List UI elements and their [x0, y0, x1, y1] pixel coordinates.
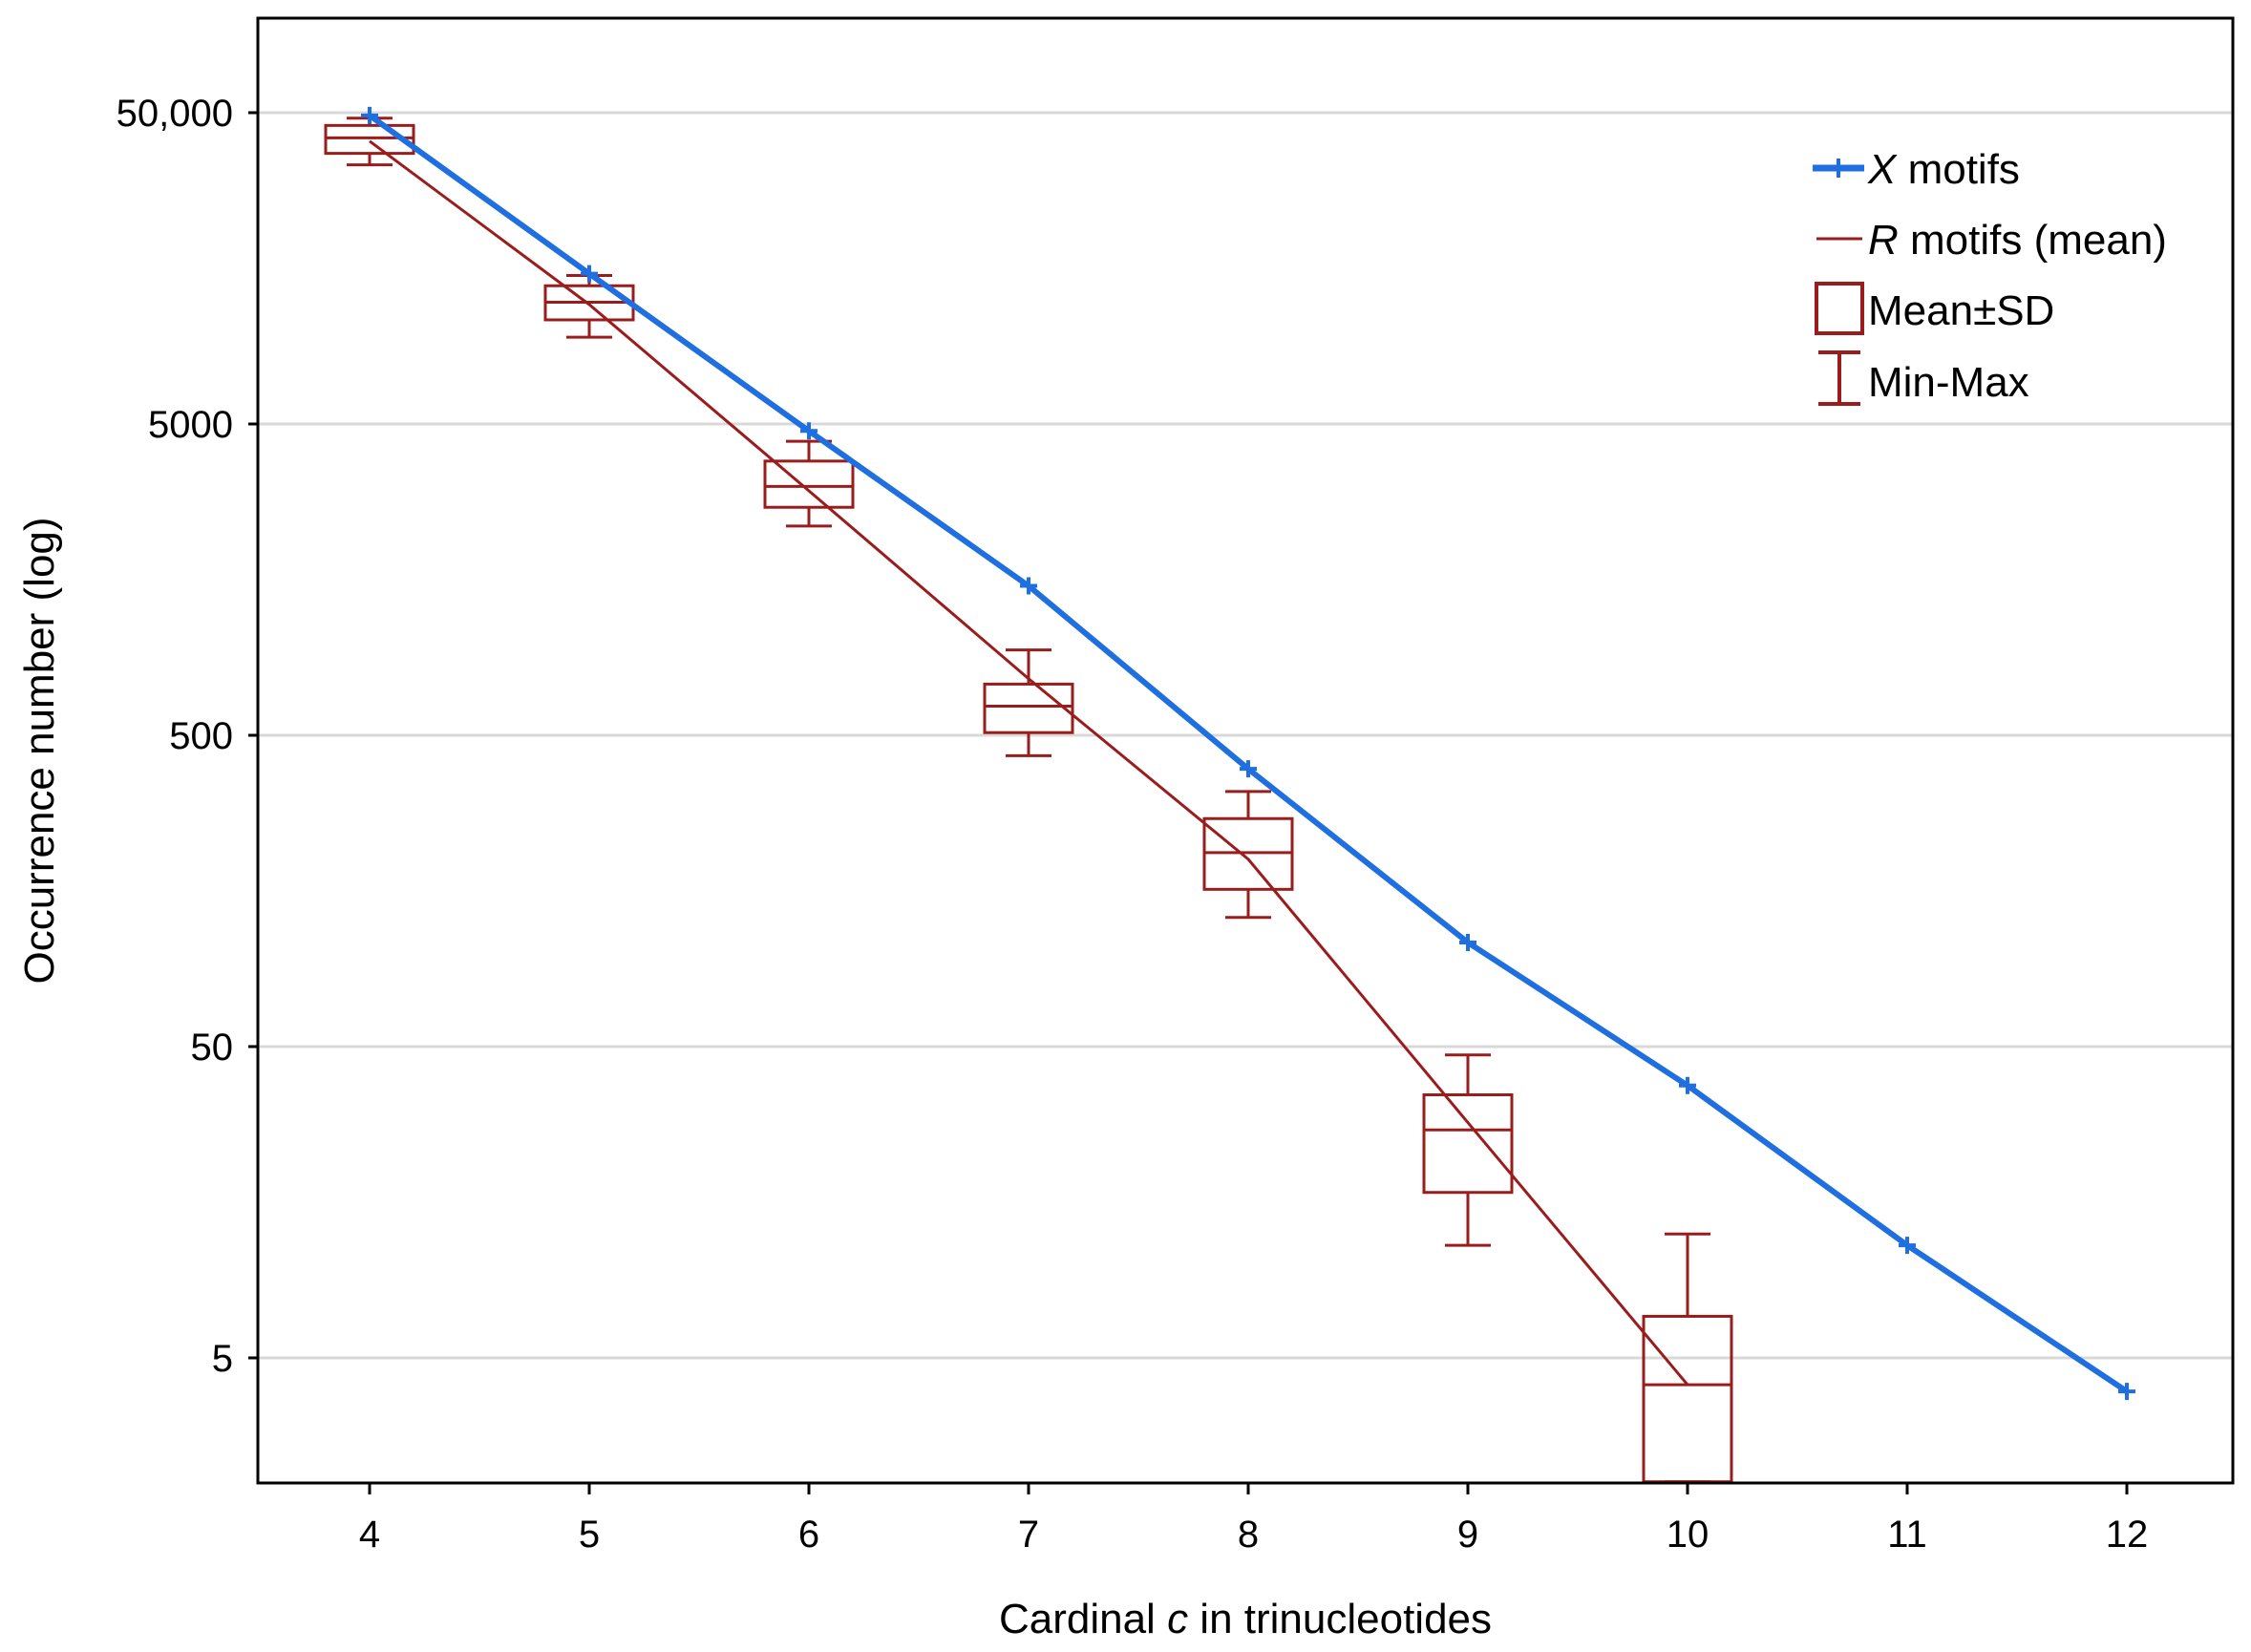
x-axis-title-variable: c — [1167, 1596, 1188, 1642]
x-tick-label: 6 — [798, 1514, 819, 1556]
x-tick-label: 5 — [579, 1514, 600, 1556]
x-motifs-point — [361, 106, 378, 124]
x-tick-label: 8 — [1238, 1514, 1259, 1556]
box-7 — [983, 648, 1074, 757]
x-tick-label: 4 — [359, 1514, 380, 1556]
x-motifs-point — [1020, 577, 1037, 595]
x-tick-label: 12 — [2106, 1514, 2149, 1556]
box-4 — [324, 116, 415, 167]
legend-item-min-max: Min-Max — [1818, 350, 2029, 406]
legend-label-r-motifs: R motifs (mean) — [1868, 217, 2167, 264]
x-motifs-point — [581, 265, 598, 283]
y-tick-label: 500 — [169, 715, 233, 757]
box-9 — [1422, 1053, 1514, 1247]
box-plots — [324, 116, 1733, 1484]
series-lines — [361, 106, 2135, 1401]
y-axis: 5 50 500 5000 50,000 — [117, 93, 258, 1380]
box-sd — [324, 123, 415, 156]
legend-item-mean-sd: Mean±SD — [1815, 282, 2054, 335]
x-tick-label: 9 — [1457, 1514, 1478, 1556]
legend-label-x-motifs: X motifs — [1867, 146, 2020, 193]
legend: X motifs R motifs (mean) Mean±SD Min-Max — [1813, 146, 2167, 406]
x-motifs-point — [2118, 1383, 2135, 1401]
box-sd — [763, 459, 855, 509]
legend-item-x-motifs: X motifs — [1813, 146, 2020, 193]
y-axis-title: Occurrence number (log) — [16, 517, 63, 984]
y-tick-label: 5000 — [148, 404, 233, 446]
legend-item-r-motifs: R motifs (mean) — [1816, 217, 2167, 264]
x-tick-label: 10 — [1667, 1514, 1709, 1556]
x-axis: 4 5 6 7 8 9 10 11 12 — [359, 1483, 2148, 1556]
grid-lines — [258, 111, 2233, 1360]
y-tick-label: 5 — [212, 1338, 233, 1380]
y-tick-label: 50,000 — [117, 93, 233, 135]
legend-label-min-max: Min-Max — [1868, 359, 2029, 406]
box-sd — [1422, 1092, 1514, 1195]
box-8 — [1202, 790, 1294, 920]
x-tick-label: 11 — [1887, 1514, 1927, 1556]
x-motifs-point — [1459, 933, 1476, 951]
y-tick-label: 50 — [191, 1027, 234, 1069]
box-6 — [763, 439, 855, 528]
plot-frame — [256, 16, 2235, 1485]
x-motifs-point — [1899, 1237, 1916, 1255]
x-motifs-point — [800, 422, 818, 440]
legend-swatch-mean-sd — [1815, 282, 1864, 335]
x-motifs-point — [1679, 1076, 1696, 1094]
x-motifs-point — [1240, 760, 1257, 778]
legend-swatch-min-max — [1818, 350, 1860, 406]
legend-label-mean-sd: Mean±SD — [1868, 287, 2054, 334]
x-tick-label: 7 — [1018, 1514, 1039, 1556]
legend-marker-x-motifs — [1829, 159, 1848, 178]
r-motifs-line — [369, 139, 1689, 1387]
box-sd — [983, 682, 1074, 734]
x-axis-title: Cardinal c in trinucleotides — [999, 1596, 1492, 1642]
